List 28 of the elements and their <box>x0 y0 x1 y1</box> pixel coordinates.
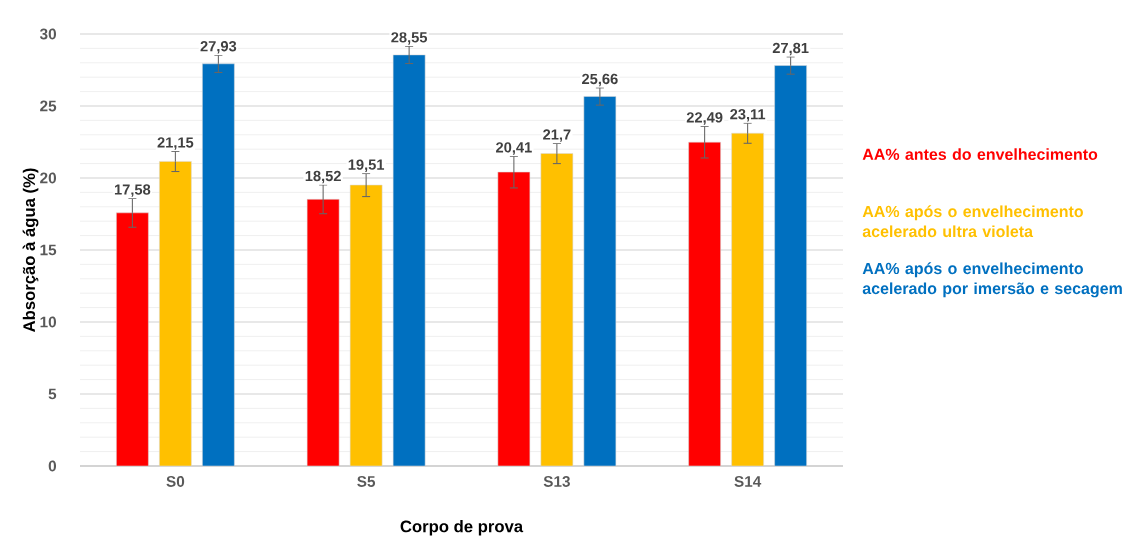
data-label: 27,81 <box>772 42 809 56</box>
x-tick-label: S14 <box>734 476 762 487</box>
data-label: 21,7 <box>543 129 571 142</box>
data-label: 28,55 <box>391 32 428 45</box>
text: AA% após o envelhecimento acelerado ultra violeta <box>862 205 1083 238</box>
y-tick-label: 30 <box>39 28 57 40</box>
data-label: 25,66 <box>582 73 618 87</box>
y-tick-label: 0 <box>48 460 57 472</box>
data-label: 21,15 <box>157 137 194 150</box>
y-axis-title: Absorção à água (%) <box>22 168 39 332</box>
x-tick-label: S5 <box>357 476 376 487</box>
y-tick-label: 25 <box>40 100 57 112</box>
x-tick-label: S0 <box>166 476 185 487</box>
data-label: 18,52 <box>305 170 341 184</box>
y-tick-label: 15 <box>40 244 57 256</box>
data-label: 19,51 <box>348 159 385 172</box>
data-label: 27,93 <box>200 41 237 54</box>
data-label: 22,49 <box>686 112 723 125</box>
text: AA% antes do envelhecimento <box>862 148 1098 160</box>
data-label: 23,11 <box>730 109 766 122</box>
text: AA% após o envelhecimento acelerado por imersão e secagem <box>862 262 1122 298</box>
x-tick-label: S13 <box>543 476 570 487</box>
data-label: 17,58 <box>114 184 151 197</box>
y-tick-label: 20 <box>40 172 57 184</box>
y-tick-label: 5 <box>48 388 57 400</box>
data-label: 20,41 <box>496 142 532 155</box>
y-tick-label: 10 <box>40 316 57 328</box>
x-axis-title: Corpo de prova <box>400 520 524 536</box>
